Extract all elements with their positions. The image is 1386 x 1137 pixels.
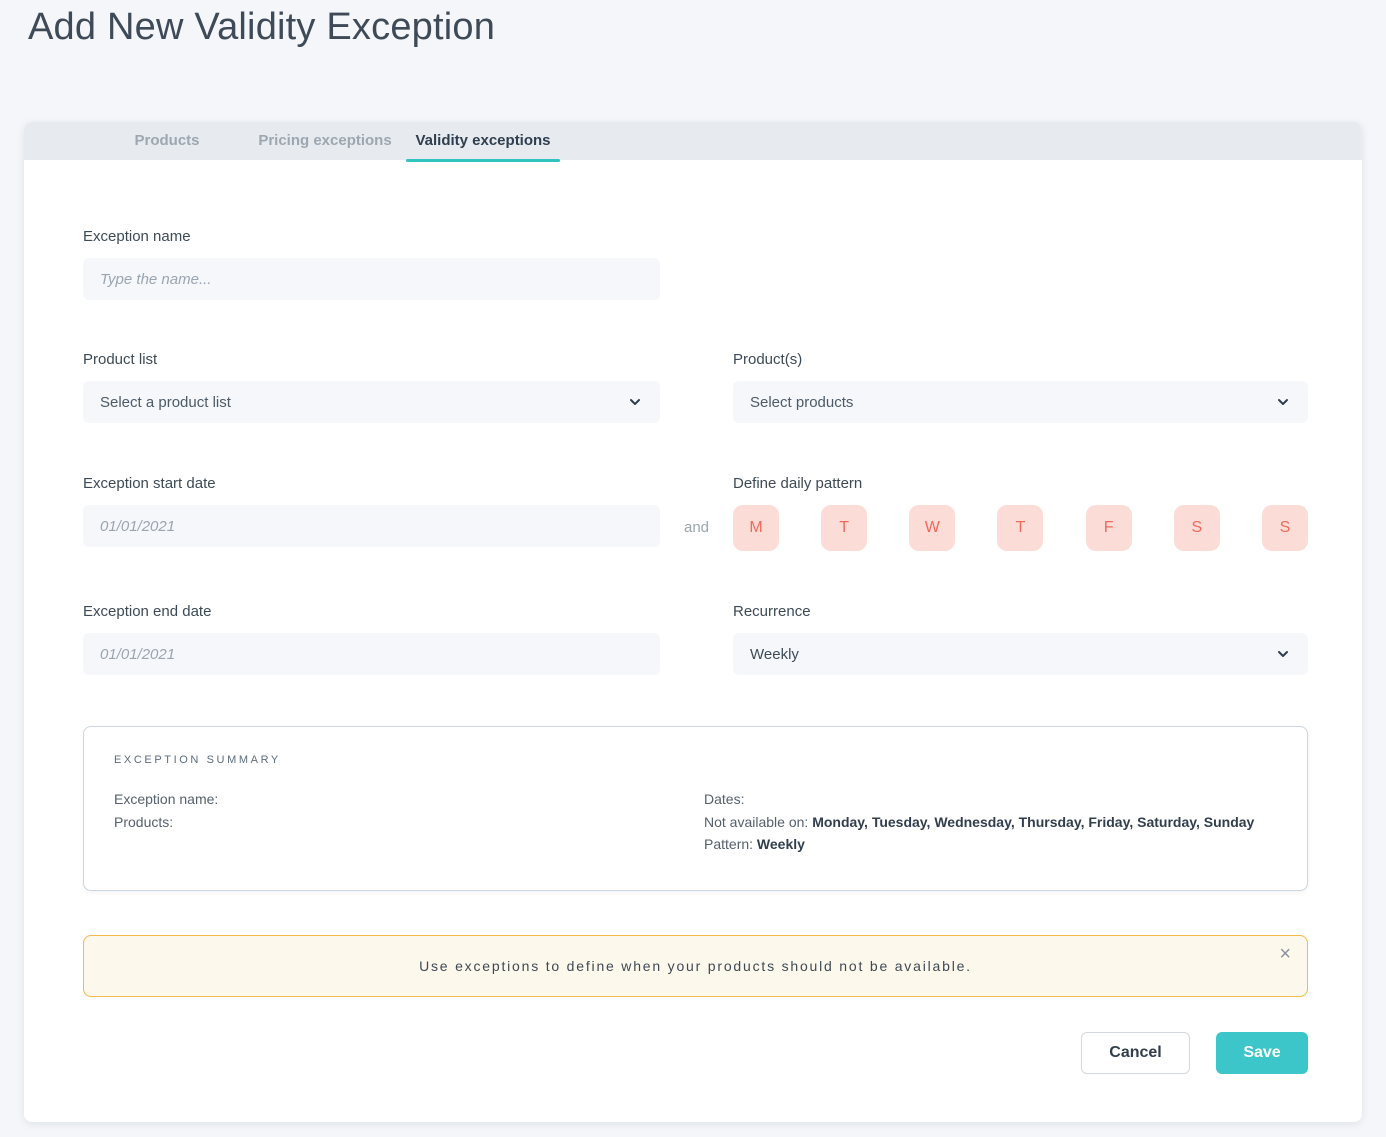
summary-products: Products: [114,813,174,830]
product-list-select[interactable]: Select a product list [83,381,660,423]
day-button-saturday[interactable]: S [1173,505,1220,551]
exception-summary-heading: EXCEPTION SUMMARY [114,754,281,766]
summary-pattern: Pattern: Weekly [704,833,1277,856]
summary-dates: Dates: [704,791,745,807]
summary-not-available-value: Monday, Tuesday, Wednesday, Thursday, Fr… [812,813,1255,830]
active-tab-underline [406,159,560,162]
summary-pattern-label: Pattern: [704,836,754,852]
exception-end-date-label: Exception end date [83,603,212,620]
products-value: Select products [750,393,854,411]
day-button-sunday[interactable]: S [1261,505,1308,551]
products-select[interactable]: Select products [733,381,1308,423]
summary-exception-name: Exception name: [114,791,219,807]
daily-pattern-days: M T W T F S S [733,505,1308,551]
exception-summary-panel: EXCEPTION SUMMARY Exception name: Produc… [83,726,1308,891]
page-title: Add New Validity Exception [28,6,496,48]
product-list-label: Product list [83,351,158,368]
chevron-down-icon [627,394,643,410]
tab-products-label: Products [134,132,200,149]
recurrence-select[interactable]: Weekly [733,633,1308,675]
day-button-friday[interactable]: F [1085,505,1132,551]
save-button[interactable]: Save [1216,1032,1308,1074]
day-button-thursday[interactable]: T [997,505,1044,551]
tab-products[interactable]: Products [88,122,246,160]
tab-bar: Products Pricing exceptions Validity exc… [24,122,1362,162]
exception-start-date-label: Exception start date [83,475,216,492]
summary-not-available-label: Not available on: [704,813,809,830]
day-button-wednesday[interactable]: W [909,505,956,551]
product-list-value: Select a product list [100,393,231,411]
validity-exception-card: Products Pricing exceptions Validity exc… [24,122,1362,1122]
summary-not-available: Not available on: Monday, Tuesday, Wedne… [704,811,1277,834]
exception-end-date-input[interactable] [83,633,660,675]
products-label: Product(s) [733,351,803,368]
info-banner-message: Use exceptions to define when your produ… [419,958,972,974]
day-button-tuesday[interactable]: T [821,505,868,551]
daily-pattern-label: Define daily pattern [733,475,863,492]
day-button-monday[interactable]: M [733,505,779,551]
exception-name-label: Exception name [83,228,191,245]
tab-pricing-exceptions-label: Pricing exceptions [258,132,392,149]
chevron-down-icon [1275,646,1291,662]
exception-name-input[interactable] [83,258,660,300]
info-banner: Use exceptions to define when your produ… [83,935,1308,997]
recurrence-value: Weekly [750,645,799,663]
recurrence-label: Recurrence [733,603,811,620]
and-label: and [683,518,710,536]
exception-start-date-input[interactable] [83,505,660,547]
summary-pattern-value: Weekly [756,836,805,852]
tab-validity-exceptions-label: Validity exceptions [415,132,551,149]
cancel-button[interactable]: Cancel [1081,1032,1190,1074]
tab-pricing-exceptions[interactable]: Pricing exceptions [246,122,404,160]
tab-validity-exceptions[interactable]: Validity exceptions [404,122,562,162]
chevron-down-icon [1275,394,1291,410]
action-buttons: Cancel Save [83,1032,1308,1074]
close-icon[interactable]: × [1279,943,1291,965]
